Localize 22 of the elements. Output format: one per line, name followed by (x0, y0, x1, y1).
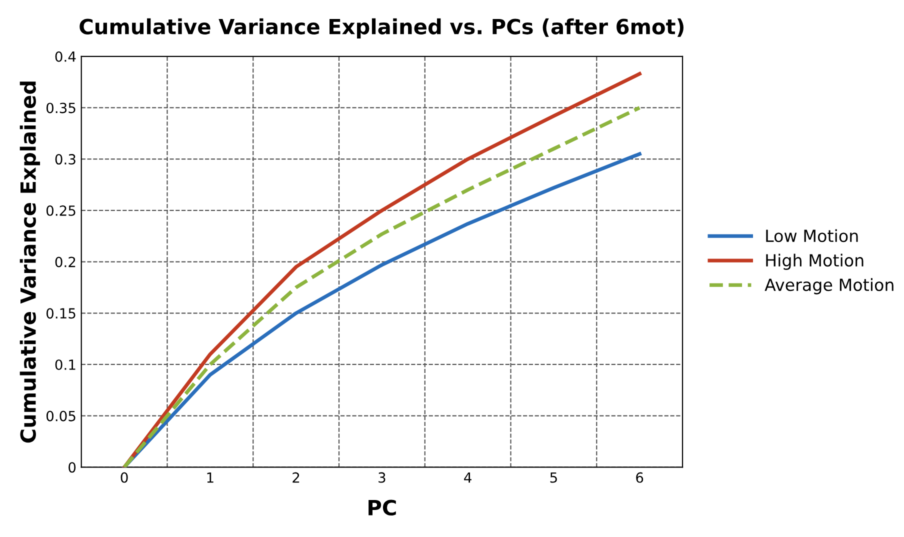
x-axis-title: PC (368, 500, 396, 516)
chart-title: Cumulative Variance Explained vs. PCs (after 6mot) (80, 18, 684, 38)
x-tick-label: 0 (120, 472, 128, 483)
y-tick-label: 0.4 (55, 51, 76, 62)
x-tick-label: 3 (378, 472, 386, 483)
x-tick-label: 5 (550, 472, 557, 483)
y-tick-label: 0.05 (46, 410, 76, 422)
y-axis-title: Cumulative Variance Explained (20, 82, 40, 443)
y-tick-label: 0.15 (46, 308, 76, 319)
y-tick-label: 0.35 (46, 102, 76, 114)
y-tick-label: 0.3 (55, 154, 76, 165)
y-tick-label: 0.1 (55, 359, 76, 370)
x-tick-label: 2 (292, 472, 300, 483)
y-tick-label: 0.2 (55, 256, 76, 268)
y-tick-label: 0.25 (46, 205, 76, 216)
legend-label: Average Motion (764, 278, 894, 294)
legend-label: Low Motion (766, 229, 858, 242)
x-tick-label: 4 (464, 472, 472, 483)
legend-label: High Motion (766, 254, 864, 270)
y-tick-label: 0 (68, 462, 76, 473)
x-tick-label: 1 (207, 472, 214, 483)
x-tick-label: 6 (636, 472, 644, 483)
